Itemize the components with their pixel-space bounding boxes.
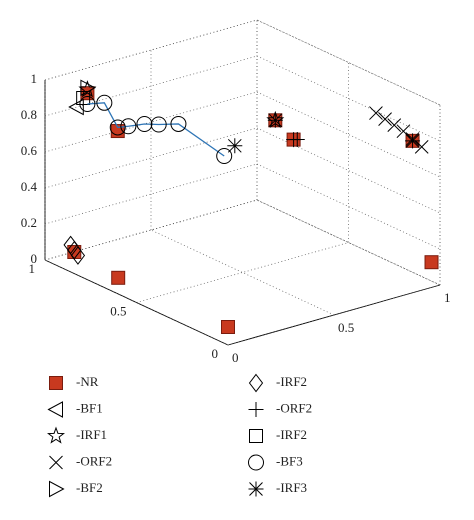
marker: [76, 91, 91, 105]
marker-part: [248, 481, 264, 497]
y-tick-label: 1: [29, 261, 36, 276]
marker: [289, 132, 305, 147]
marker: [170, 115, 187, 132]
grid-line: [136, 242, 349, 303]
marker-part: [221, 320, 235, 334]
marker-part: [249, 429, 263, 443]
marker-part: [405, 133, 421, 149]
legend-label: -IRF1: [76, 427, 107, 442]
marker: [248, 373, 264, 393]
marker-part: [49, 480, 65, 498]
box-edge: [256, 19, 441, 106]
grid-line: [256, 55, 441, 142]
z-tick-label: 0.8: [21, 107, 37, 122]
marker: [111, 270, 126, 285]
marker: [70, 246, 86, 265]
grid-line: [256, 199, 441, 286]
marker: [216, 148, 233, 164]
marker-part: [424, 255, 439, 270]
marker-part: [79, 96, 96, 112]
marker-part: [248, 454, 264, 471]
marker: [79, 96, 96, 112]
marker: [47, 401, 63, 418]
grid-line: [256, 127, 441, 214]
legend-label: -NR: [76, 374, 99, 389]
marker: [248, 481, 264, 497]
marker: [49, 480, 65, 498]
legend-label: -ORF2: [276, 400, 312, 415]
marker-part: [109, 119, 126, 136]
grid-line: [44, 259, 229, 346]
marker: [249, 429, 263, 443]
marker: [49, 376, 63, 390]
marker-part: [76, 91, 91, 105]
marker-part: [111, 270, 126, 285]
series-line: [87, 102, 225, 157]
marker: [96, 94, 113, 111]
x-tick-label: 1: [444, 290, 451, 305]
marker: [424, 255, 439, 270]
marker-part: [47, 426, 65, 444]
grid-line: [150, 229, 335, 316]
z-tick-label: 0.4: [21, 179, 38, 194]
marker-part: [150, 116, 167, 133]
marker-part: [70, 246, 86, 265]
marker-part: [47, 401, 63, 418]
legend-label: -IRF2: [276, 374, 307, 389]
z-tick-label: 0.2: [21, 215, 37, 230]
legend-label: -BF3: [276, 453, 303, 468]
marker-part: [227, 138, 243, 154]
marker: [150, 116, 167, 133]
marker-part: [49, 455, 63, 470]
marker: [248, 454, 264, 471]
marker-part: [378, 112, 392, 126]
y-tick-label: 0: [212, 346, 219, 361]
marker-part: [289, 132, 305, 147]
grid-line: [256, 199, 441, 286]
marker: [248, 402, 264, 417]
marker: [405, 133, 421, 149]
marker-part: [414, 140, 429, 154]
x-tick-label: 0.5: [338, 320, 354, 335]
marker: [267, 112, 283, 128]
grid-line: [256, 91, 441, 178]
marker: [49, 455, 63, 470]
marker-part: [248, 402, 264, 417]
z-tick-label: 0.6: [21, 143, 38, 158]
grid-line: [256, 163, 441, 250]
z-tick-label: 0: [31, 251, 38, 266]
marker: [221, 320, 235, 334]
legend-label: -BF2: [76, 480, 103, 495]
grid-line: [256, 19, 441, 106]
y-tick-label: 0.5: [110, 303, 126, 318]
marker: [414, 140, 429, 154]
marker-part: [96, 94, 113, 111]
marker-part: [248, 373, 264, 393]
legend-label: -IRF3: [276, 480, 307, 495]
legend-label: -BF1: [76, 400, 103, 415]
grid-line: [44, 127, 258, 189]
x-tick-label: 0: [232, 350, 239, 365]
marker-part: [369, 106, 383, 120]
marker-part: [216, 148, 233, 164]
marker: [378, 112, 392, 126]
marker: [120, 118, 137, 135]
marker: [369, 106, 383, 120]
marker: [47, 426, 65, 444]
marker-part: [387, 118, 402, 133]
legend-label: -ORF2: [76, 453, 112, 468]
marker: [136, 116, 153, 132]
marker-part: [136, 116, 153, 132]
marker-part: [49, 376, 63, 390]
z-tick-label: 1: [31, 71, 38, 86]
marker: [387, 118, 402, 133]
marker-part: [120, 118, 137, 135]
marker: [109, 119, 126, 136]
marker-part: [267, 112, 283, 128]
legend-label: -IRF2: [276, 427, 307, 442]
marker-part: [170, 115, 187, 132]
marker: [227, 138, 243, 154]
